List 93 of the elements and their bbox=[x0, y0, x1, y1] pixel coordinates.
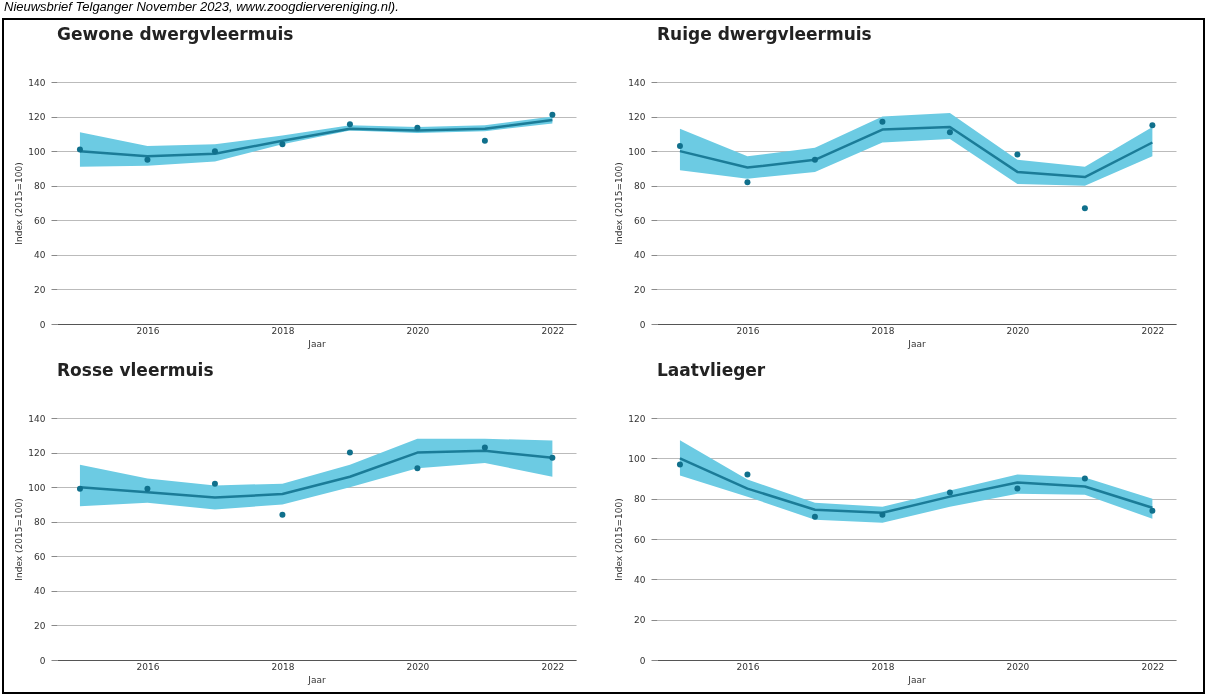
y-axis-title: Index (2015=100) bbox=[614, 162, 625, 245]
y-tick-label: 100 bbox=[28, 146, 46, 157]
y-tick-label: 120 bbox=[28, 448, 46, 459]
point bbox=[744, 179, 751, 186]
point bbox=[346, 449, 353, 456]
x-tick-label: 2020 bbox=[1006, 325, 1030, 336]
y-tick-label: 0 bbox=[639, 655, 646, 666]
x-axis-title: Jaar bbox=[907, 338, 926, 349]
x-axis-title: Jaar bbox=[307, 674, 326, 685]
point bbox=[211, 480, 218, 487]
y-axis-title: Index (2015=100) bbox=[14, 498, 25, 581]
y-tick-label: 120 bbox=[28, 112, 46, 123]
y-tick-label: 80 bbox=[634, 181, 646, 192]
point bbox=[346, 121, 353, 128]
point bbox=[676, 142, 683, 149]
point bbox=[1081, 475, 1088, 482]
y-axis-title: Index (2015=100) bbox=[14, 162, 25, 245]
point bbox=[1149, 122, 1156, 129]
chart-title: Gewone dwergvleermuis bbox=[57, 24, 294, 44]
y-tick-label: 120 bbox=[628, 112, 646, 123]
point bbox=[76, 146, 83, 153]
y-tick-label: 0 bbox=[639, 319, 646, 330]
chart-title: Rosse vleermuis bbox=[57, 360, 214, 380]
point bbox=[1149, 507, 1156, 514]
x-tick-label: 2016 bbox=[136, 661, 160, 672]
line-series bbox=[678, 125, 1154, 179]
y-tick-label: 40 bbox=[34, 586, 46, 597]
x-tick-label: 2018 bbox=[871, 325, 895, 336]
y-tick-label: 40 bbox=[34, 250, 46, 261]
y-tick-label: 20 bbox=[634, 284, 646, 295]
x-tick-label: 2022 bbox=[1141, 325, 1165, 336]
y-tick-label: 80 bbox=[634, 494, 646, 505]
point bbox=[744, 471, 751, 478]
x-tick-label: 2022 bbox=[541, 661, 565, 672]
point bbox=[1014, 151, 1021, 158]
y-tick-label: 60 bbox=[634, 534, 646, 545]
y-tick-label: 140 bbox=[28, 77, 46, 88]
x-tick-label: 2018 bbox=[871, 661, 895, 672]
point bbox=[811, 156, 818, 163]
x-tick-label: 2016 bbox=[136, 325, 160, 336]
y-tick-label: 20 bbox=[34, 620, 46, 631]
x-tick-label: 2022 bbox=[1141, 661, 1165, 672]
point bbox=[946, 129, 953, 136]
x-tick-label: 2020 bbox=[1006, 661, 1030, 672]
y-tick-label: 0 bbox=[39, 319, 46, 330]
x-tick-label: 2020 bbox=[406, 325, 430, 336]
x-tick-label: 2018 bbox=[271, 325, 295, 336]
point bbox=[946, 489, 953, 496]
y-axis-title: Index (2015=100) bbox=[614, 498, 625, 581]
y-tick-label: 80 bbox=[34, 517, 46, 528]
y-tick-label: 100 bbox=[628, 453, 646, 464]
y-tick-label: 140 bbox=[628, 77, 646, 88]
point bbox=[1014, 485, 1021, 492]
chart-title: Ruige dwergvleermuis bbox=[657, 24, 872, 44]
y-tick-label: 140 bbox=[28, 413, 46, 424]
point bbox=[279, 141, 286, 148]
point bbox=[879, 118, 886, 125]
point bbox=[481, 444, 488, 451]
point bbox=[879, 511, 886, 518]
point bbox=[549, 454, 556, 461]
point bbox=[676, 461, 683, 468]
point bbox=[211, 148, 218, 155]
y-tick-label: 100 bbox=[628, 146, 646, 157]
point bbox=[76, 485, 83, 492]
y-tick-label: 80 bbox=[34, 181, 46, 192]
text: Nieuwsbrief Telganger November 2023, www.zoogdiervereniging.nl). bbox=[4, 0, 399, 14]
x-tick-label: 2020 bbox=[406, 661, 430, 672]
point bbox=[811, 513, 818, 520]
point bbox=[549, 111, 556, 118]
point bbox=[279, 511, 286, 518]
x-axis-title: Jaar bbox=[307, 338, 326, 349]
y-tick-label: 20 bbox=[34, 284, 46, 295]
chart-title: Laatvlieger bbox=[657, 360, 766, 380]
y-tick-label: 0 bbox=[39, 655, 46, 666]
x-tick-label: 2016 bbox=[736, 325, 760, 336]
point bbox=[414, 124, 421, 131]
x-axis-title: Jaar bbox=[907, 674, 926, 685]
point bbox=[481, 137, 488, 144]
y-tick-label: 60 bbox=[34, 215, 46, 226]
x-tick-label: 2018 bbox=[271, 661, 295, 672]
point bbox=[144, 485, 151, 492]
y-tick-label: 100 bbox=[28, 482, 46, 493]
y-tick-label: 40 bbox=[634, 250, 646, 261]
y-tick-label: 20 bbox=[634, 615, 646, 626]
x-tick-label: 2016 bbox=[736, 661, 760, 672]
y-tick-label: 120 bbox=[628, 413, 646, 424]
point bbox=[144, 156, 151, 163]
point bbox=[414, 465, 421, 472]
point bbox=[1081, 205, 1088, 212]
y-tick-label: 60 bbox=[634, 215, 646, 226]
y-tick-label: 60 bbox=[34, 551, 46, 562]
y-tick-label: 40 bbox=[634, 574, 646, 585]
x-tick-label: 2022 bbox=[541, 325, 565, 336]
